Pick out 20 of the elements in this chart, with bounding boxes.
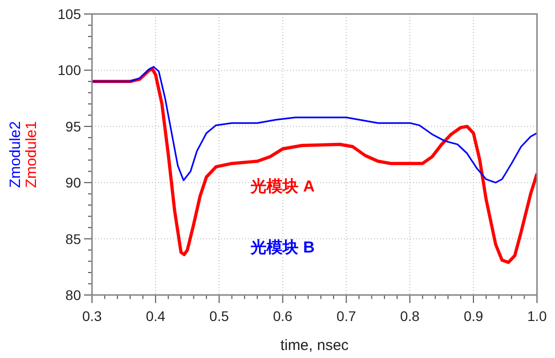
x-axis-title: time, nsec [280, 337, 350, 354]
y-tick-label: 80 [65, 287, 82, 303]
y-tick-label: 90 [65, 174, 82, 191]
text: Zmodule1 [23, 121, 40, 188]
x-tick-label: 0.3 [82, 308, 102, 324]
line-series [92, 67, 537, 264]
annotation: 光模块 A [250, 178, 316, 196]
x-tick-label: 0.5 [209, 308, 230, 324]
y-tick-label: 100 [58, 62, 82, 78]
x-tick-label: 0.4 [146, 308, 166, 324]
x-tick-label: 0.8 [400, 308, 420, 324]
x-tick-label: 0.9 [464, 308, 484, 324]
x-tick-label: 0.6 [272, 308, 293, 324]
y-tick-label: 95 [65, 118, 82, 134]
x-tick-label: 1.0 [527, 308, 547, 324]
annotation: 光模块 B [250, 238, 315, 256]
y-tick-label: 105 [58, 6, 82, 22]
text: Zmodule2 [7, 121, 24, 188]
y-tick-label: 85 [65, 230, 82, 247]
x-tick-label: 0.7 [336, 308, 356, 324]
